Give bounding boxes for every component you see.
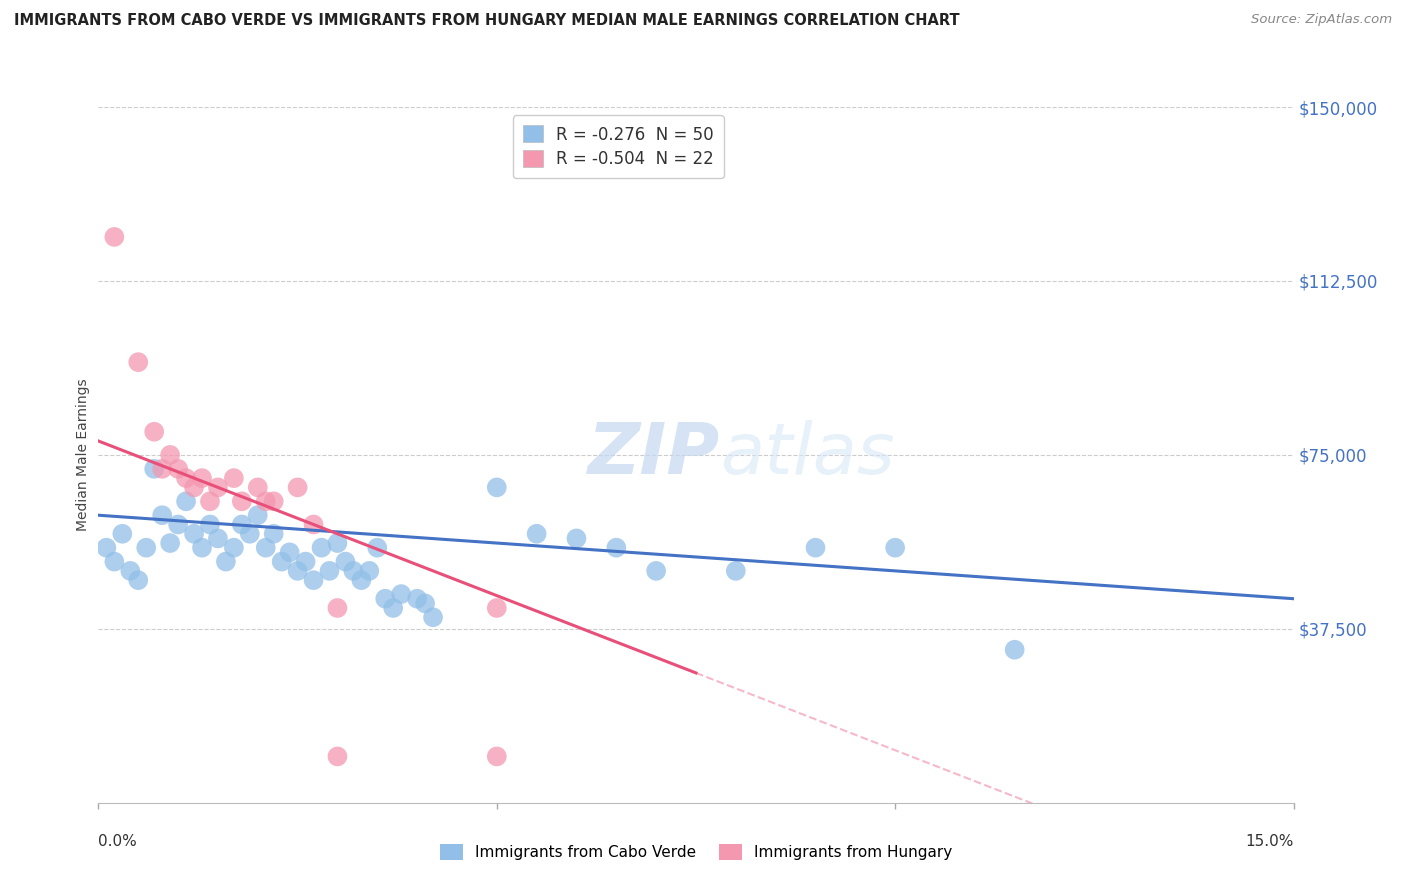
- Point: [413, 596, 436, 610]
- Point: [111, 526, 134, 541]
- Point: [231, 494, 253, 508]
- Point: [150, 462, 173, 476]
- Point: [215, 555, 238, 569]
- Point: [302, 517, 325, 532]
- Point: [350, 573, 373, 587]
- Point: [198, 517, 221, 532]
- Point: [287, 480, 309, 494]
- Point: [96, 541, 118, 555]
- Point: [804, 541, 827, 555]
- Point: [1004, 642, 1026, 657]
- Point: [167, 462, 190, 476]
- Point: [318, 564, 340, 578]
- Point: [127, 355, 149, 369]
- Point: [246, 508, 269, 523]
- Point: [406, 591, 429, 606]
- Point: [645, 564, 668, 578]
- Y-axis label: Median Male Earnings: Median Male Earnings: [76, 378, 90, 532]
- Point: [127, 573, 149, 587]
- Point: [382, 601, 405, 615]
- Text: Source: ZipAtlas.com: Source: ZipAtlas.com: [1251, 13, 1392, 27]
- Point: [174, 471, 197, 485]
- Point: [191, 541, 214, 555]
- Point: [389, 587, 412, 601]
- Point: [485, 480, 508, 494]
- Point: [174, 494, 197, 508]
- Point: [246, 480, 269, 494]
- Point: [207, 532, 229, 546]
- Point: [565, 532, 588, 546]
- Point: [335, 555, 357, 569]
- Point: [311, 541, 333, 555]
- Point: [326, 536, 349, 550]
- Point: [239, 526, 262, 541]
- Point: [263, 494, 285, 508]
- Point: [159, 448, 181, 462]
- Point: [222, 541, 245, 555]
- Text: atlas: atlas: [720, 420, 894, 490]
- Point: [278, 545, 301, 559]
- Point: [485, 601, 508, 615]
- Point: [183, 480, 205, 494]
- Point: [263, 526, 285, 541]
- Point: [183, 526, 205, 541]
- Text: 15.0%: 15.0%: [1246, 834, 1294, 849]
- Point: [422, 610, 444, 624]
- Point: [526, 526, 548, 541]
- Legend: Immigrants from Cabo Verde, Immigrants from Hungary: Immigrants from Cabo Verde, Immigrants f…: [433, 838, 959, 866]
- Point: [270, 555, 292, 569]
- Point: [143, 425, 166, 439]
- Point: [103, 555, 125, 569]
- Point: [198, 494, 221, 508]
- Point: [884, 541, 907, 555]
- Text: IMMIGRANTS FROM CABO VERDE VS IMMIGRANTS FROM HUNGARY MEDIAN MALE EARNINGS CORRE: IMMIGRANTS FROM CABO VERDE VS IMMIGRANTS…: [14, 13, 960, 29]
- Point: [191, 471, 214, 485]
- Point: [374, 591, 396, 606]
- Text: 0.0%: 0.0%: [98, 834, 138, 849]
- Point: [143, 462, 166, 476]
- Point: [302, 573, 325, 587]
- Point: [359, 564, 381, 578]
- Point: [294, 555, 316, 569]
- Point: [120, 564, 142, 578]
- Point: [231, 517, 253, 532]
- Point: [254, 494, 277, 508]
- Point: [150, 508, 173, 523]
- Point: [167, 517, 190, 532]
- Legend: R = -0.276  N = 50, R = -0.504  N = 22: R = -0.276 N = 50, R = -0.504 N = 22: [513, 115, 724, 178]
- Point: [605, 541, 627, 555]
- Point: [135, 541, 157, 555]
- Point: [287, 564, 309, 578]
- Point: [254, 541, 277, 555]
- Point: [366, 541, 388, 555]
- Point: [222, 471, 245, 485]
- Point: [159, 536, 181, 550]
- Point: [724, 564, 747, 578]
- Point: [103, 230, 125, 244]
- Point: [207, 480, 229, 494]
- Point: [326, 749, 349, 764]
- Point: [342, 564, 364, 578]
- Point: [485, 749, 508, 764]
- Point: [326, 601, 349, 615]
- Text: ZIP: ZIP: [588, 420, 720, 490]
